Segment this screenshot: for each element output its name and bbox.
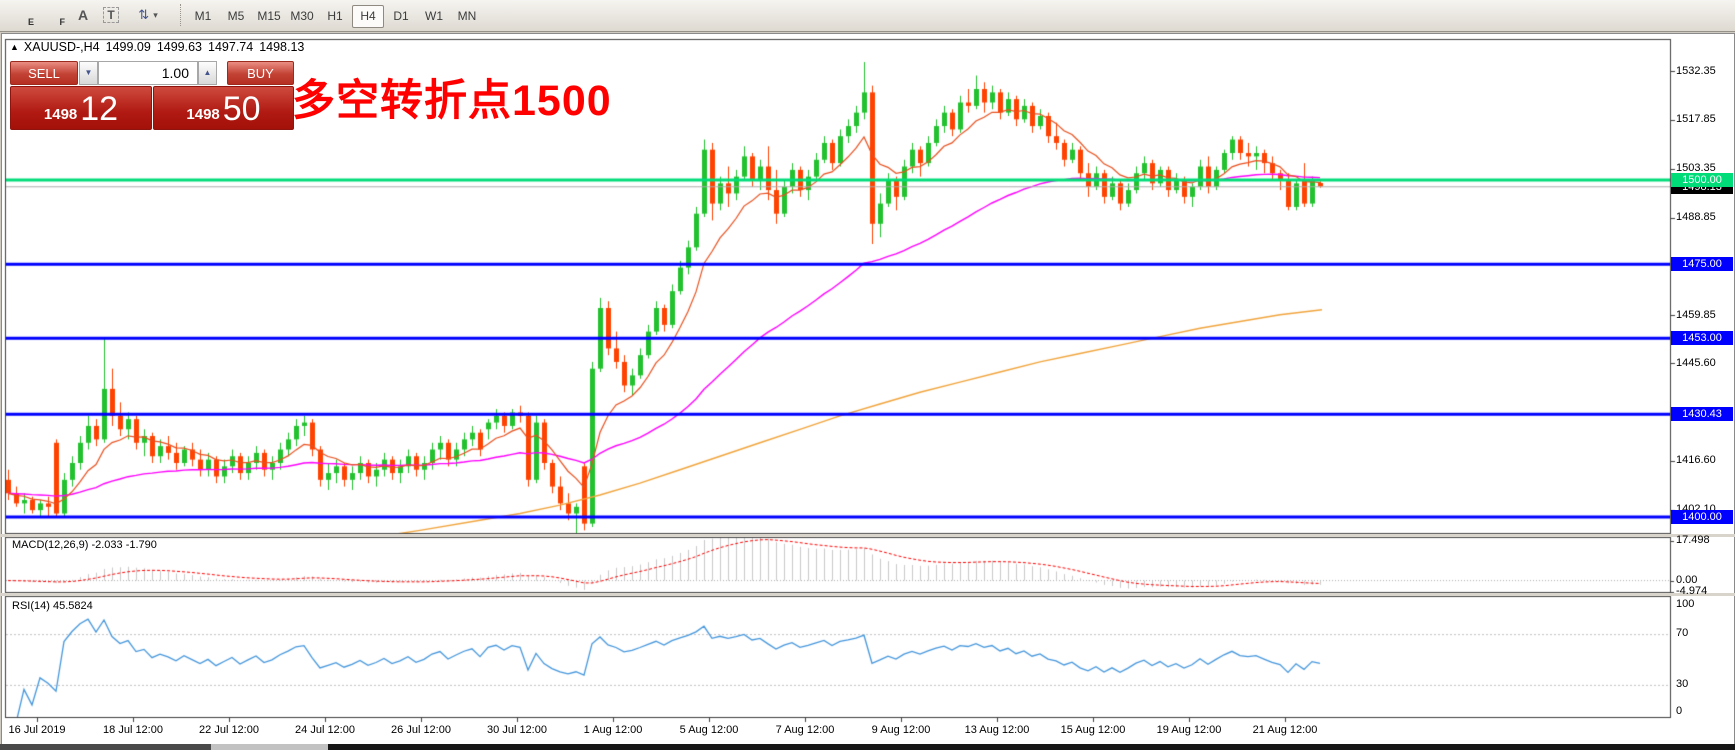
date-axis-label: 13 Aug 12:00 — [964, 724, 1030, 736]
timeframe-button-m15[interactable]: M15 — [257, 9, 281, 23]
buy-button[interactable]: BUY — [227, 61, 294, 85]
main-toolbar: E F A T ⇅ ▾ M1 M5 M15 M30 H1 H4 D1 W1 MN — [0, 0, 1735, 32]
bid-main-digits: 1498 — [43, 106, 78, 123]
open-value: 1499.09 — [105, 40, 151, 54]
date-axis-label: 9 Aug 12:00 — [871, 724, 931, 736]
ask-pip-digits: 50 — [222, 90, 261, 128]
close-value: 1498.13 — [259, 40, 305, 54]
toolbar-separator — [180, 4, 181, 26]
sell-button[interactable]: SELL — [10, 61, 78, 85]
rsi-axis-label: 0 — [1676, 705, 1683, 717]
price-axis-tick-label: 1517.85 — [1676, 113, 1716, 126]
timeframe-button-d1[interactable]: D1 — [393, 9, 409, 23]
date-axis-label: 16 Jul 2019 — [8, 724, 66, 736]
timeframe-button-m5[interactable]: M5 — [227, 9, 245, 23]
volume-increase-button[interactable]: ▲ — [198, 61, 217, 85]
text-box-icon[interactable]: T — [100, 3, 122, 27]
arrow-tools-icon[interactable]: ⇅ ▾ — [138, 7, 158, 22]
macd-axis-label: 17.498 — [1676, 534, 1710, 546]
timeframe-button-mn[interactable]: MN — [457, 9, 477, 23]
ask-main-digits: 1498 — [186, 106, 220, 123]
text-label-icon[interactable]: A — [77, 7, 89, 23]
level-price-label: 1475.00 — [1671, 257, 1733, 272]
level-price-label: 1500.00 — [1671, 172, 1733, 187]
date-axis-label: 26 Jul 12:00 — [391, 724, 451, 736]
pane-splitter[interactable] — [0, 534, 1735, 537]
ask-price-box[interactable]: 1498 50 — [153, 86, 294, 130]
rsi-axis-label: 30 — [1676, 678, 1689, 690]
bid-pip-digits: 12 — [80, 90, 119, 128]
date-axis-label: 5 Aug 12:00 — [679, 724, 739, 736]
level-price-label: 1430.43 — [1671, 407, 1733, 422]
timeframe-button-h4[interactable]: H4 — [352, 5, 384, 28]
taskbar-strip-segment — [0, 744, 211, 750]
rsi-axis-label: 70 — [1676, 627, 1689, 639]
date-axis-label: 15 Aug 12:00 — [1060, 724, 1126, 736]
bid-price-box[interactable]: 1498 12 — [10, 86, 152, 130]
low-value: 1497.74 — [208, 40, 254, 54]
chart-ohlc-header: ▲ XAUUSD-,H4 1499.09 1499.63 1497.74 1498.13 — [10, 40, 310, 54]
high-value: 1499.63 — [156, 40, 203, 54]
symbol-period-label: XAUUSD-,H4 — [23, 40, 100, 54]
timeframe-button-h1[interactable]: H1 — [327, 9, 343, 23]
level-price-label: 1453.00 — [1671, 331, 1733, 346]
rsi-indicator-label: RSI(14) 45.5824 — [12, 600, 93, 612]
date-axis-label: 19 Aug 12:00 — [1156, 724, 1222, 736]
timeframe-button-w1[interactable]: W1 — [425, 9, 443, 23]
chart-annotation-text: 多空转折点1500 — [292, 77, 612, 125]
macd-axis-label: -4.974 — [1676, 584, 1708, 597]
price-axis-tick-label: 1416.60 — [1676, 454, 1716, 467]
trade-panel-row: SELL ▼ ▲ BUY — [10, 61, 294, 85]
date-axis-label: 30 Jul 12:00 — [487, 724, 547, 736]
price-axis-tick-label: 1488.85 — [1676, 211, 1716, 224]
date-axis-label: 21 Aug 12:00 — [1252, 724, 1318, 736]
price-axis-tick-label: 1445.60 — [1676, 356, 1716, 369]
volume-decrease-button[interactable]: ▼ — [79, 61, 98, 85]
taskbar-strip-segment — [328, 744, 1735, 750]
timeframe-button-m1[interactable]: M1 — [194, 9, 212, 23]
equidistant-channel-icon[interactable]: E — [27, 17, 34, 27]
taskbar-strip-segment — [211, 744, 328, 750]
fibonacci-lines-icon[interactable]: F — [59, 17, 66, 27]
date-axis-label: 24 Jul 12:00 — [295, 724, 355, 736]
rsi-axis-label: 100 — [1676, 598, 1695, 610]
volume-input[interactable] — [98, 61, 198, 85]
pane-splitter[interactable] — [0, 593, 1735, 596]
price-axis-tick-label: 1503.35 — [1676, 162, 1716, 175]
macd-axis-label: 0.00 — [1676, 573, 1698, 586]
collapse-triangle-icon[interactable]: ▲ — [10, 42, 19, 52]
date-axis-label: 18 Jul 12:00 — [103, 724, 163, 736]
date-axis-label: 1 Aug 12:00 — [583, 724, 643, 736]
price-axis-tick-label: 1459.85 — [1676, 308, 1716, 321]
date-axis-label: 7 Aug 12:00 — [775, 724, 835, 736]
price-axis-tick-label: 1532.35 — [1676, 64, 1716, 77]
macd-indicator-label: MACD(12,26,9) -2.033 -1.790 — [12, 539, 157, 551]
date-axis-label: 22 Jul 12:00 — [199, 724, 259, 736]
level-price-label: 1400.00 — [1671, 509, 1733, 524]
timeframe-button-m30[interactable]: M30 — [290, 9, 314, 23]
